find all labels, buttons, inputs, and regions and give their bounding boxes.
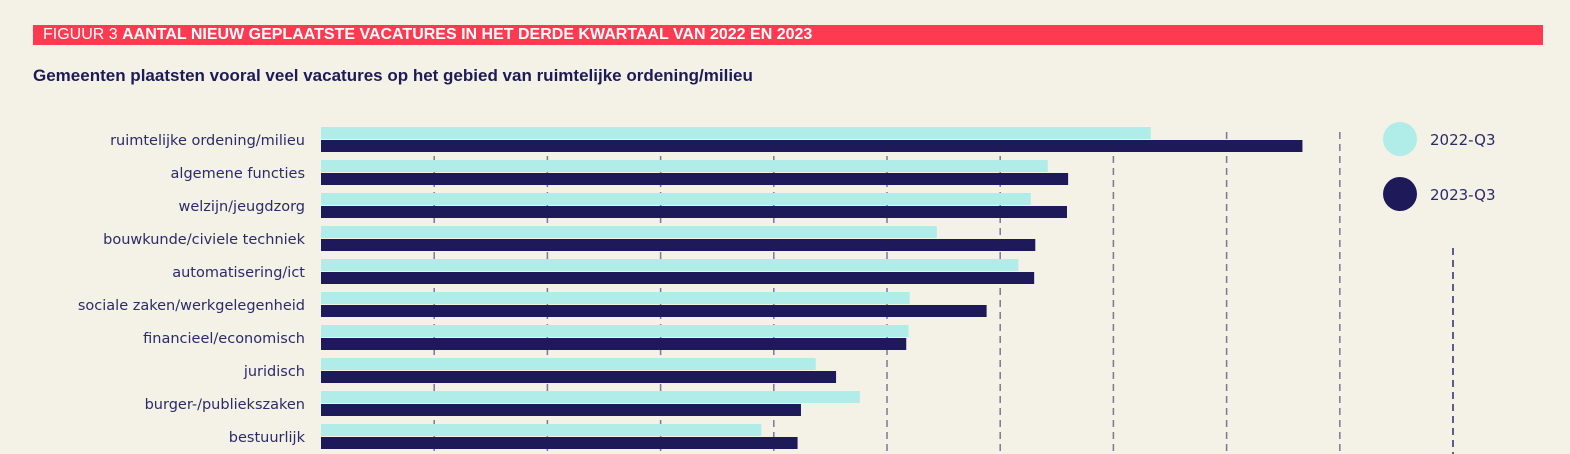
bar-2022-q3: [321, 325, 909, 337]
bar-2023-q3: [321, 206, 1067, 218]
category-label: burger-/publiekszaken: [145, 397, 305, 413]
bar-2023-q3: [321, 140, 1303, 152]
category-label: automatisering/ict: [172, 265, 305, 281]
chart-subtitle: Gemeenten plaatsten vooral veel vacature…: [33, 66, 753, 85]
bar-2023-q3: [321, 173, 1069, 185]
legend-label: 2023-Q3: [1430, 186, 1496, 204]
legend-marker-2022-q3: [1383, 122, 1417, 156]
bar-2023-q3: [321, 305, 987, 317]
bar-2023-q3: [321, 404, 801, 416]
category-label: welzijn/jeugdzorg: [179, 199, 306, 215]
bar-2023-q3: [321, 338, 907, 350]
bar-2023-q3: [321, 272, 1035, 284]
bar-2022-q3: [321, 358, 816, 370]
bar-2022-q3: [321, 160, 1048, 172]
bar-2022-q3: [321, 424, 762, 436]
category-label: algemene functies: [171, 166, 305, 182]
figure-label: FIGUUR 3: [43, 26, 118, 43]
bar-2022-q3: [321, 292, 910, 304]
bar-2023-q3: [321, 239, 1036, 251]
category-label: sociale zaken/werkgelegenheid: [78, 298, 305, 314]
figure-banner: FIGUUR 3 AANTAL NIEUW GEPLAATSTE VACATUR…: [33, 25, 1543, 45]
category-label: bestuurlijk: [229, 430, 306, 446]
bar-2022-q3: [321, 226, 937, 238]
category-label: bouwkunde/civiele techniek: [103, 232, 305, 248]
category-label: financieel/economisch: [143, 331, 305, 347]
bar-2022-q3: [321, 391, 860, 403]
bar-2022-q3: [321, 127, 1151, 139]
bar-2023-q3: [321, 371, 837, 383]
category-label: ruimtelijke ordening/milieu: [110, 133, 305, 149]
legend-marker-2023-q3: [1383, 177, 1417, 211]
legend-label: 2022-Q3: [1430, 131, 1496, 149]
category-label: juridisch: [243, 364, 305, 380]
figure-title: AANTAL NIEUW GEPLAATSTE VACATURES IN HET…: [122, 26, 813, 43]
bar-2022-q3: [321, 193, 1031, 205]
bar-2023-q3: [321, 437, 798, 449]
bar-2022-q3: [321, 259, 1019, 271]
